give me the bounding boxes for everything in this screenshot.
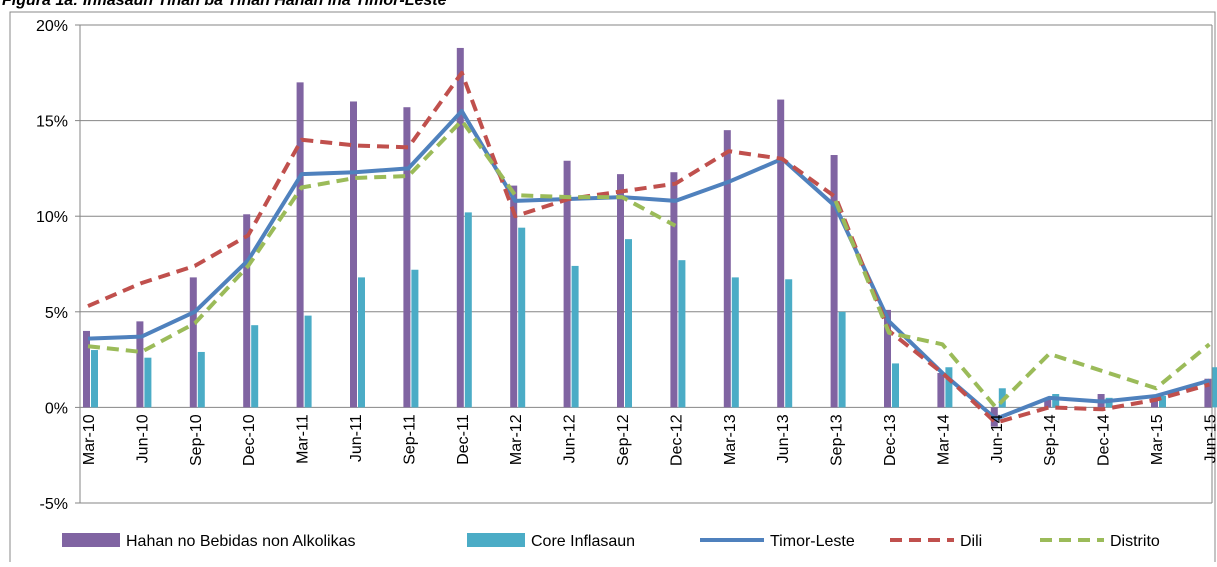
y-tick-label: 10%	[36, 209, 68, 226]
bar	[189, 277, 197, 408]
bar	[563, 160, 571, 408]
y-tick-label: 15%	[36, 114, 68, 131]
line-series	[87, 70, 1210, 425]
bar	[998, 388, 1006, 408]
x-tick-label: Jun-13	[775, 414, 792, 463]
legend-label: Dili	[960, 533, 982, 550]
x-tick-label: Mar-12	[508, 414, 525, 465]
bar	[892, 363, 899, 408]
x-tick-label: Dec-14	[1096, 414, 1113, 466]
x-tick-label: Mar-13	[722, 414, 739, 465]
legend-label: Core Inflasaun	[531, 533, 635, 550]
bar	[464, 212, 472, 408]
bar	[144, 357, 152, 408]
legend-swatch	[62, 533, 120, 547]
chart-frame	[9, 11, 1216, 567]
bar	[937, 372, 945, 408]
bar	[518, 227, 526, 408]
x-tick-label: Sep-13	[829, 414, 846, 466]
bar	[945, 367, 953, 408]
bar	[91, 350, 98, 408]
bar	[1204, 378, 1212, 408]
line-series	[87, 118, 1211, 410]
bar	[670, 172, 678, 408]
x-tick-label: Dec-12	[668, 414, 685, 466]
bar	[617, 174, 624, 408]
bar	[1159, 395, 1166, 408]
x-tick-label: Jun-12	[562, 414, 579, 463]
bar	[251, 325, 259, 408]
legend-label: Distrito	[1110, 533, 1160, 550]
bar	[1052, 394, 1060, 408]
y-tick-label: 0%	[45, 400, 68, 417]
bar	[304, 315, 312, 408]
y-tick-label: 5%	[45, 305, 68, 322]
bar	[731, 277, 739, 408]
x-tick-label: Sep-12	[615, 414, 632, 466]
bar	[350, 101, 357, 408]
bar	[358, 277, 365, 408]
bar	[785, 279, 793, 408]
bar	[197, 351, 205, 408]
legend-swatch	[467, 533, 525, 547]
bar	[884, 309, 891, 408]
x-tick-label: Mar-11	[295, 414, 312, 464]
bar	[723, 130, 731, 408]
x-tick-label: Mar-15	[1149, 414, 1166, 465]
bar	[777, 99, 785, 408]
bar	[678, 260, 686, 408]
chart-title: Figura 1a: Inflasaun Tinan ba Tinan Haha…	[2, 0, 447, 9]
x-tick-label: Mar-10	[81, 414, 98, 465]
legend-label: Hahan no Bebidas non Alkolikas	[126, 533, 356, 550]
bar	[136, 321, 144, 408]
x-tick-label: Dec-10	[241, 414, 258, 466]
x-tick-label: Mar-14	[935, 414, 952, 465]
x-tick-label: Sep-11	[401, 414, 418, 465]
bar	[510, 185, 518, 408]
bar	[403, 107, 411, 408]
bar	[296, 82, 304, 408]
y-tick-label: -5%	[40, 496, 68, 513]
x-tick-label: Jun-14	[989, 414, 1006, 463]
line-series	[87, 109, 1210, 421]
bar	[1044, 397, 1052, 408]
bar	[625, 239, 632, 408]
y-tick-label: 20%	[36, 18, 68, 35]
x-tick-label: Jun-10	[134, 414, 151, 463]
bar	[411, 269, 419, 408]
x-tick-label: Sep-14	[1042, 414, 1059, 466]
x-tick-label: Dec-13	[882, 414, 899, 466]
bar	[838, 311, 846, 408]
x-tick-label: Jun-15	[1202, 414, 1217, 463]
bar	[83, 330, 90, 408]
bar	[571, 265, 579, 408]
bar	[456, 47, 464, 408]
legend-label: Timor-Leste	[770, 533, 855, 550]
x-tick-label: Jun-11	[348, 414, 365, 462]
bar	[243, 214, 251, 408]
bar	[830, 155, 838, 408]
x-tick-label: Sep-10	[188, 414, 205, 466]
bar	[1212, 367, 1217, 408]
x-tick-label: Dec-11	[455, 414, 472, 464]
